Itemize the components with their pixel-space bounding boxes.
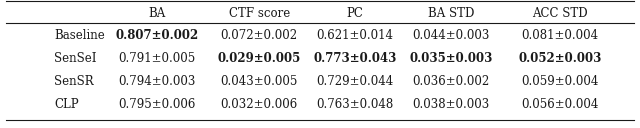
- Text: BA STD: BA STD: [428, 7, 474, 20]
- Text: CLP: CLP: [54, 98, 79, 111]
- Text: 0.036±0.002: 0.036±0.002: [413, 75, 490, 88]
- Text: PC: PC: [347, 7, 364, 20]
- Text: 0.807±0.002: 0.807±0.002: [115, 29, 198, 42]
- Text: 0.072±0.002: 0.072±0.002: [221, 29, 298, 42]
- Text: 0.043±0.005: 0.043±0.005: [221, 75, 298, 88]
- Text: 0.052±0.003: 0.052±0.003: [518, 52, 602, 65]
- Text: 0.044±0.003: 0.044±0.003: [413, 29, 490, 42]
- Text: SenSeI: SenSeI: [54, 52, 97, 65]
- Text: 0.729±0.044: 0.729±0.044: [317, 75, 394, 88]
- Text: 0.773±0.043: 0.773±0.043: [314, 52, 397, 65]
- Text: SenSR: SenSR: [54, 75, 94, 88]
- Text: 0.621±0.014: 0.621±0.014: [317, 29, 394, 42]
- Text: 0.794±0.003: 0.794±0.003: [118, 75, 195, 88]
- Text: 0.795±0.006: 0.795±0.006: [118, 98, 195, 111]
- Text: ACC STD: ACC STD: [532, 7, 588, 20]
- Text: Baseline: Baseline: [54, 29, 105, 42]
- Text: BA: BA: [148, 7, 165, 20]
- Text: 0.038±0.003: 0.038±0.003: [413, 98, 490, 111]
- Text: 0.056±0.004: 0.056±0.004: [522, 98, 598, 111]
- Text: 0.763±0.048: 0.763±0.048: [317, 98, 394, 111]
- Text: 0.081±0.004: 0.081±0.004: [522, 29, 598, 42]
- Text: 0.032±0.006: 0.032±0.006: [221, 98, 298, 111]
- Text: CTF score: CTF score: [228, 7, 290, 20]
- Text: 0.059±0.004: 0.059±0.004: [522, 75, 598, 88]
- Text: 0.029±0.005: 0.029±0.005: [218, 52, 301, 65]
- Text: 0.035±0.003: 0.035±0.003: [410, 52, 493, 65]
- Text: 0.791±0.005: 0.791±0.005: [118, 52, 195, 65]
